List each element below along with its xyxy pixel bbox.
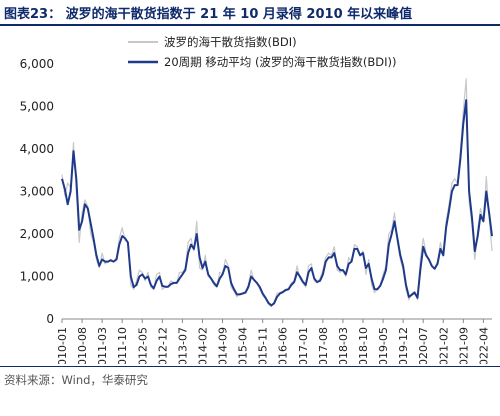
x-tick-label: 2012-12 bbox=[156, 327, 169, 364]
x-tick-label: 2014-02 bbox=[196, 327, 209, 364]
x-tick-label: 2017-08 bbox=[317, 327, 330, 364]
x-tick-label: 2021-09 bbox=[457, 327, 470, 364]
x-tick-label: 2011-03 bbox=[96, 327, 109, 364]
x-tick-label: 2019-12 bbox=[397, 327, 410, 364]
legend-label: 20周期 移动平均 (波罗的海干散货指数(BDI)) bbox=[164, 55, 397, 69]
x-tick-label: 2018-03 bbox=[337, 327, 350, 364]
y-tick-label: 2,000 bbox=[20, 227, 54, 241]
series-bdi-line bbox=[61, 78, 493, 308]
x-axis: 2010-01 2010-08 2011-03 2011-10 2012-05 2012-… bbox=[56, 318, 492, 364]
y-tick-label: 3,000 bbox=[20, 185, 54, 199]
y-tick-label: 0 bbox=[46, 312, 54, 326]
x-tick-label: 2015-11 bbox=[257, 327, 270, 364]
y-tick-label: 4,000 bbox=[20, 142, 54, 156]
bottom-rule bbox=[0, 366, 500, 367]
x-tick-label: 2010-01 bbox=[56, 327, 69, 364]
x-tick-label: 2022-04 bbox=[477, 327, 490, 364]
x-tick-label: 2017-01 bbox=[297, 327, 310, 364]
x-tick-label: 2011-10 bbox=[116, 327, 129, 364]
legend-label: 波罗的海干散货指数(BDI) bbox=[164, 35, 297, 49]
series-layer bbox=[61, 78, 493, 308]
x-tick-label: 2014-09 bbox=[217, 327, 230, 364]
x-tick-label: 2015-04 bbox=[237, 327, 250, 364]
series-ma20-line bbox=[61, 99, 493, 307]
legend: 波罗的海干散货指数(BDI) 20周期 移动平均 (波罗的海干散货指数(BDI)) bbox=[128, 35, 397, 69]
x-tick-label: 2010-08 bbox=[76, 327, 89, 364]
figure-title: 图表23： 波罗的海干散货指数于 21 年 10 月录得 2010 年以来峰值 bbox=[4, 7, 413, 22]
y-tick-label: 5,000 bbox=[20, 100, 54, 114]
x-tick-label: 2013-07 bbox=[176, 327, 189, 364]
x-tick-label: 2020-07 bbox=[417, 327, 430, 364]
title-rule bbox=[0, 24, 500, 26]
source-note: 资料来源：Wind，华泰研究 bbox=[4, 373, 148, 387]
y-axis: 0 1,000 2,000 3,000 4,000 5,000 6,000 bbox=[20, 57, 54, 326]
x-tick-label: 2019-05 bbox=[377, 327, 390, 364]
x-tick-label: 2018-10 bbox=[357, 327, 370, 364]
x-tick-label: 2021-02 bbox=[437, 327, 450, 364]
y-tick-label: 1,000 bbox=[20, 270, 54, 284]
x-tick-label: 2016-06 bbox=[277, 327, 290, 364]
y-tick-label: 6,000 bbox=[20, 57, 54, 71]
x-tick-label: 2012-05 bbox=[136, 327, 149, 364]
